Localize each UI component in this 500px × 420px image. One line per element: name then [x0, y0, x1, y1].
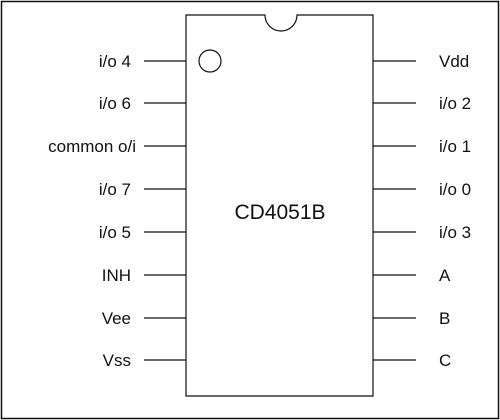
pin-label: i/o 5 [99, 223, 131, 242]
pin-left-3: common o/i [48, 137, 186, 156]
pin-label: i/o 6 [99, 94, 131, 113]
pin-label: i/o 2 [439, 94, 471, 113]
pin-label: i/o 4 [99, 52, 131, 71]
pin-right-11: A [373, 266, 451, 285]
pin-label: B [439, 309, 450, 328]
pin-left-2: i/o 6 [99, 94, 186, 113]
pin-label: i/o 0 [439, 180, 471, 199]
pin-right-14: i/o 1 [373, 137, 471, 156]
pin1-indicator-dot [198, 49, 222, 73]
pin-label: A [439, 266, 451, 285]
left-pins: i/o 4 i/o 6 common o/i i/o 7 i/o 5 INH V… [48, 52, 186, 370]
pin-left-1: i/o 4 [99, 52, 186, 71]
pin-label: Vdd [439, 52, 469, 71]
pin-label: common o/i [48, 137, 136, 156]
pin-left-8: Vss [103, 351, 186, 370]
pin-label: i/o 7 [99, 180, 131, 199]
pin-right-16: Vdd [373, 52, 469, 71]
pin-label: INH [102, 266, 131, 285]
chip-name: CD4051B [234, 201, 325, 224]
pin-right-10: B [373, 309, 450, 328]
pin-right-9: C [373, 351, 451, 370]
pin-left-6: INH [102, 266, 186, 285]
pin-label: C [439, 351, 451, 370]
pin-label: Vee [102, 309, 131, 328]
pin-label: i/o 1 [439, 137, 471, 156]
pin-left-7: Vee [102, 309, 186, 328]
pin-label: i/o 3 [439, 223, 471, 242]
pin-right-13: i/o 0 [373, 180, 471, 199]
pin-label: Vss [103, 351, 131, 370]
right-pins: Vdd i/o 2 i/o 1 i/o 0 i/o 3 A B C [373, 52, 471, 370]
pin-left-5: i/o 5 [99, 223, 186, 242]
chip-body [185, 14, 374, 397]
pin-right-15: i/o 2 [373, 94, 471, 113]
pin-left-4: i/o 7 [99, 180, 186, 199]
pin-right-12: i/o 3 [373, 223, 471, 242]
